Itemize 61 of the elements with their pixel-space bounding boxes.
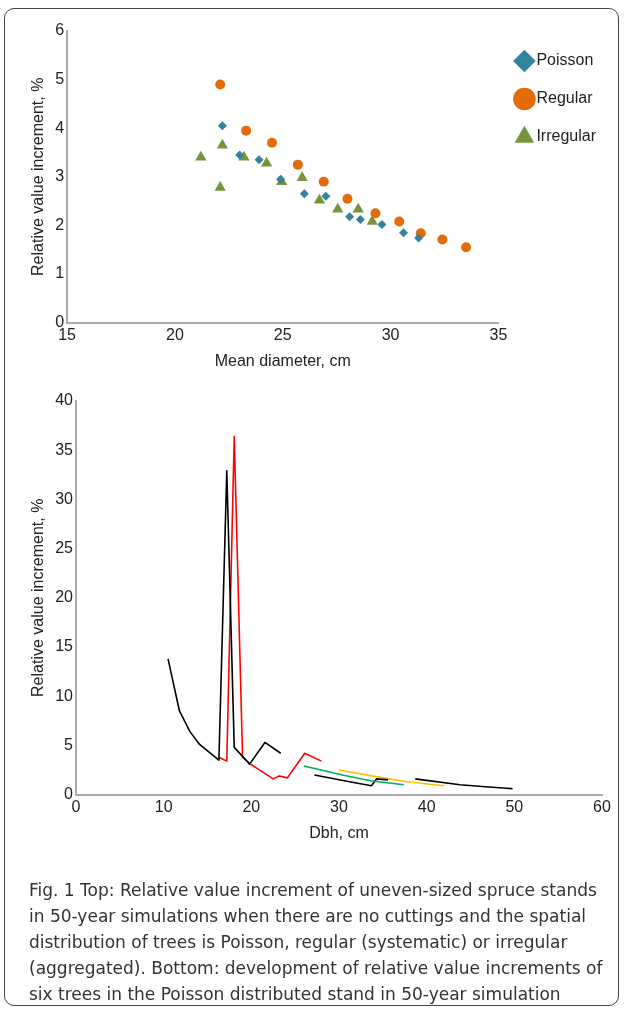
- x-tick-label: 20: [242, 797, 261, 815]
- caption: Fig. 1 Top: Relative value increment of uneven-sized spruce stands in 50-year simulations when there are no cuttings and the spatial distribution of trees is Poisson, regular (systematic) or irregular (aggregated). Bottom: development of relative value increments of six trees in the Poisson distributed stand in 50-year simulation: [29, 879, 604, 1006]
- x-tick-label: 35: [489, 325, 508, 343]
- point: [370, 208, 381, 219]
- x-tick-label: 20: [166, 325, 184, 343]
- legend-label: Poisson: [536, 51, 594, 69]
- point: [345, 212, 355, 222]
- point: [377, 219, 387, 229]
- point: [355, 215, 365, 225]
- point: [292, 159, 303, 170]
- x-tick-label: 25: [273, 325, 292, 343]
- y-tick-label: 4: [55, 118, 65, 136]
- y-tick-label: 40: [55, 391, 74, 409]
- x-tick-label: 50: [505, 797, 524, 815]
- point: [394, 216, 405, 227]
- point: [241, 125, 252, 136]
- point: [414, 233, 424, 243]
- point: [296, 171, 308, 182]
- y-tick-label: 10: [55, 686, 74, 704]
- y-tick-label: 6: [55, 21, 65, 39]
- point: [195, 150, 207, 161]
- point: [342, 193, 353, 204]
- legend-label: Irregular: [536, 127, 597, 145]
- y-tick-label: 5: [64, 735, 74, 753]
- y-axis-title: Relative value increment, %: [29, 498, 47, 697]
- x-tick-label: 30: [330, 797, 348, 815]
- point: [313, 193, 326, 204]
- x-tick-label: 30: [381, 325, 400, 343]
- point: [260, 156, 273, 167]
- point: [366, 215, 378, 225]
- point: [318, 176, 329, 187]
- legend-label: Regular: [536, 89, 594, 107]
- x-tick-label: 60: [593, 797, 611, 815]
- point: [461, 242, 472, 253]
- point: [266, 137, 277, 148]
- y-tick-label: 30: [55, 489, 74, 507]
- y-tick-label: 3: [55, 167, 65, 185]
- point: [215, 79, 226, 90]
- point: [321, 191, 331, 201]
- point: [352, 202, 364, 213]
- y-tick-label: 2: [55, 215, 65, 233]
- point: [216, 138, 228, 149]
- point: [299, 189, 309, 199]
- y-tick-label: 35: [55, 440, 74, 458]
- y-tick-label: 5: [55, 70, 65, 88]
- y-tick-label: 1: [55, 264, 65, 282]
- y-tick-label: 25: [55, 539, 74, 557]
- x-tick-label: 40: [417, 797, 436, 815]
- point: [254, 155, 264, 165]
- point: [332, 202, 344, 213]
- x-tick-label: 10: [154, 797, 173, 815]
- point: [214, 180, 226, 191]
- point: [399, 228, 409, 238]
- y-tick-label: 20: [55, 588, 74, 606]
- y-axis-title: Relative value increment, %: [29, 77, 47, 276]
- point: [437, 234, 448, 245]
- y-tick-label: 15: [55, 637, 74, 655]
- point: [217, 121, 227, 131]
- x-axis-title: Dbh, cm: [309, 823, 369, 841]
- point: [235, 150, 245, 160]
- x-axis-title: Mean diameter, cm: [214, 351, 351, 369]
